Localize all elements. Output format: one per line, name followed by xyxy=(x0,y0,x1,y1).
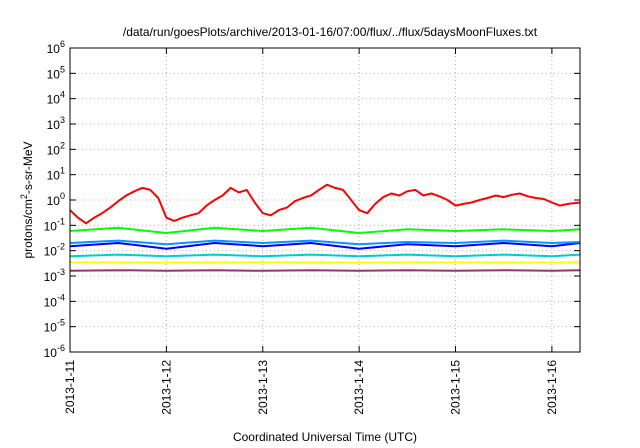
y-tick-label-exponent: -2 xyxy=(57,242,65,252)
x-tick-label: 2013-1-15 xyxy=(449,360,463,415)
y-tick-label-exponent: 1 xyxy=(60,166,65,176)
y-tick-label-base: 10 xyxy=(47,118,61,132)
grid-lines xyxy=(70,48,580,352)
series-line-7 xyxy=(69,269,581,272)
chart-title: /data/run/goesPlots/archive/2013-01-16/0… xyxy=(123,25,538,39)
series-line-1 xyxy=(69,183,581,225)
y-tick-label-exponent: -6 xyxy=(57,343,65,353)
data-series xyxy=(69,183,581,272)
x-tick-label: 2013-1-12 xyxy=(159,360,173,415)
y-tick-label-base: 10 xyxy=(44,346,58,360)
y-tick-label: 10-2 xyxy=(44,242,65,259)
x-tick-label: 2013-1-11 xyxy=(63,360,77,414)
y-tick-label-exponent: 6 xyxy=(60,39,65,49)
y-axis-label-rest: -s-sr-MeV xyxy=(21,141,35,194)
y-tick-label: 103 xyxy=(47,115,65,132)
y-tick-label: 106 xyxy=(47,39,65,56)
y-tick-label-base: 10 xyxy=(47,42,61,56)
series-line-3 xyxy=(69,242,581,250)
y-tick-label-exponent: 0 xyxy=(60,191,65,201)
y-tick-label-exponent: 4 xyxy=(60,90,65,100)
y-tick-label-base: 10 xyxy=(44,245,58,259)
y-tick-label-base: 10 xyxy=(47,194,61,208)
y-tick-label: 105 xyxy=(47,64,65,81)
y-axis-ticks: 10-610-510-410-310-210-11001011021031041… xyxy=(44,39,580,360)
series-line-5 xyxy=(69,253,581,258)
y-tick-label: 10-6 xyxy=(44,343,65,360)
y-tick-label-exponent: -4 xyxy=(57,292,65,302)
y-axis-label-main: protons/cm xyxy=(21,199,35,258)
y-tick-label-base: 10 xyxy=(44,321,58,335)
y-tick-label-base: 10 xyxy=(44,219,58,233)
y-tick-label: 100 xyxy=(47,191,65,208)
y-tick-label-exponent: 2 xyxy=(60,140,65,150)
y-tick-label-base: 10 xyxy=(47,143,61,157)
x-axis-ticks: 2013-1-11 2013-1-12 2013-1-13 2013-1-14 2013… xyxy=(63,48,559,415)
y-tick-label-exponent: -3 xyxy=(57,267,65,277)
y-tick-label-exponent: -5 xyxy=(57,318,65,328)
y-tick-label: 102 xyxy=(47,140,65,157)
y-tick-label: 10-4 xyxy=(44,292,65,309)
y-tick-label-base: 10 xyxy=(44,295,58,309)
x-tick-label: 2013-1-14 xyxy=(352,360,366,415)
y-axis-label-superscript: 2 xyxy=(19,194,29,199)
series-line-2 xyxy=(69,226,581,234)
y-tick-label: 10-3 xyxy=(44,267,65,284)
x-tick-label: 2013-1-13 xyxy=(256,360,270,415)
y-tick-label-base: 10 xyxy=(47,67,61,81)
y-tick-label-exponent: 3 xyxy=(60,115,65,125)
y-tick-label: 10-5 xyxy=(44,318,65,335)
y-tick-label-base: 10 xyxy=(44,270,58,284)
y-tick-label: 104 xyxy=(47,90,65,107)
y-tick-label-base: 10 xyxy=(47,169,61,183)
y-tick-label: 10-1 xyxy=(44,216,65,233)
y-tick-label-base: 10 xyxy=(47,93,61,107)
y-tick-label-exponent: -1 xyxy=(57,216,65,226)
x-tick-label: 2013-1-16 xyxy=(545,360,559,415)
y-tick-label-exponent: 5 xyxy=(60,64,65,74)
x-axis-label: Coordinated Universal Time (UTC) xyxy=(233,430,417,444)
series-line-4 xyxy=(69,239,581,246)
y-tick-label: 101 xyxy=(47,166,65,183)
y-axis-label: protons/cm2-s-sr-MeV xyxy=(19,141,35,258)
